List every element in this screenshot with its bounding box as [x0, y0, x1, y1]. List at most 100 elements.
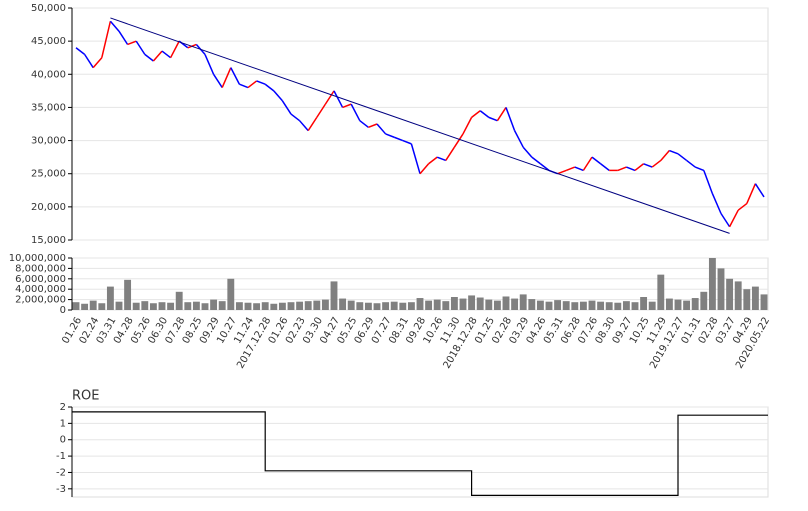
volume-bar [493, 300, 501, 310]
volume-bar [235, 302, 243, 310]
volume-bar [81, 303, 89, 310]
price-segment [316, 103, 327, 118]
volume-bar [674, 299, 682, 310]
price-segment [144, 53, 154, 62]
price-segment [711, 193, 722, 214]
y-tick-label: 4,000,000 [15, 284, 66, 295]
volume-bar [726, 278, 734, 310]
volume-bar [399, 302, 407, 310]
volume-bar [227, 278, 235, 310]
volume-bar [382, 302, 390, 310]
price-segment [436, 156, 447, 162]
y-tick-label: 1 [60, 418, 66, 429]
y-tick-label: 40,000 [31, 69, 66, 80]
price-segment [75, 47, 86, 55]
y-tick-label: 2,000,000 [15, 295, 66, 306]
price-segment [505, 107, 516, 131]
price-segment [728, 209, 739, 228]
price-segment [247, 80, 258, 89]
plot-frame [71, 406, 769, 498]
price-segment [307, 116, 318, 132]
volume-bar [528, 299, 536, 310]
volume-bar [708, 258, 716, 310]
y-tick-label: 8,000,000 [15, 263, 66, 274]
price-segment [342, 103, 352, 109]
volume-bar [115, 301, 123, 310]
price-segment [737, 202, 748, 211]
price-segment [669, 149, 679, 155]
price-segment [651, 159, 662, 168]
volume-bar [450, 297, 458, 310]
price-segment [393, 136, 404, 142]
price-segment [256, 80, 266, 85]
volume-bar [760, 294, 768, 310]
volume-bar [364, 302, 372, 310]
y-tick-label: 35,000 [31, 102, 66, 113]
price-segment [376, 123, 387, 135]
volume-bar [665, 298, 673, 310]
volume-bar [743, 289, 751, 310]
volume-bar [476, 297, 484, 310]
price-segment [471, 110, 481, 118]
volume-bar [545, 301, 553, 310]
price-segment [574, 166, 584, 172]
volume-bar [485, 299, 493, 310]
price-segment [591, 156, 602, 165]
volume-bar [683, 300, 691, 310]
volume-bar [579, 301, 587, 310]
price-segment [402, 139, 412, 145]
price-segment [324, 90, 335, 105]
price-segment [359, 120, 369, 128]
volume-bar [640, 297, 648, 310]
price-segment [92, 57, 103, 69]
volume-bar [614, 302, 622, 310]
price-segment [522, 146, 533, 158]
y-tick-label: -2 [56, 467, 66, 478]
y-tick-label: 30,000 [31, 136, 66, 147]
price-segment [221, 67, 232, 88]
volume-bar [390, 301, 398, 310]
volume-bar [313, 300, 321, 310]
volume-bar [287, 302, 295, 310]
volume-bar [321, 299, 329, 310]
y-tick-label: 25,000 [31, 169, 66, 180]
price-segment [677, 153, 688, 162]
volume-bar [416, 298, 424, 310]
volume-bar [605, 302, 613, 310]
volume-bar [167, 302, 175, 310]
volume-bar [149, 303, 157, 310]
volume-bar [700, 291, 708, 310]
plot-frame [71, 7, 769, 241]
y-tick-label: 45,000 [31, 36, 66, 47]
volume-bar [511, 298, 519, 310]
volume-bar [425, 300, 433, 310]
roe-title: ROE [72, 389, 99, 404]
volume-bar [751, 286, 759, 310]
price-segment [496, 107, 507, 122]
volume-bar [270, 303, 278, 310]
price-segment [109, 20, 120, 32]
y-tick-label: 20,000 [31, 202, 66, 213]
volume-bar [588, 300, 596, 310]
price-segment [643, 163, 653, 168]
volume-bar [691, 298, 699, 310]
volume-bar [124, 279, 132, 310]
price-segment [239, 83, 249, 89]
price-segment [161, 50, 172, 59]
volume-bar [72, 302, 80, 310]
price-segment [101, 21, 112, 58]
price-segment [720, 213, 731, 228]
y-tick-label: 2 [60, 402, 66, 413]
price-segment [617, 166, 627, 172]
price-segment [703, 170, 714, 194]
price-segment [212, 73, 223, 88]
volume-bar [218, 301, 226, 310]
price-segment [299, 120, 309, 132]
volume-bar [657, 274, 665, 310]
volume-bar [158, 302, 166, 310]
volume-bar [253, 303, 261, 310]
price-segment [118, 30, 129, 45]
volume-bar [184, 302, 192, 310]
volume-bar [98, 303, 106, 310]
price-segment [135, 40, 146, 55]
